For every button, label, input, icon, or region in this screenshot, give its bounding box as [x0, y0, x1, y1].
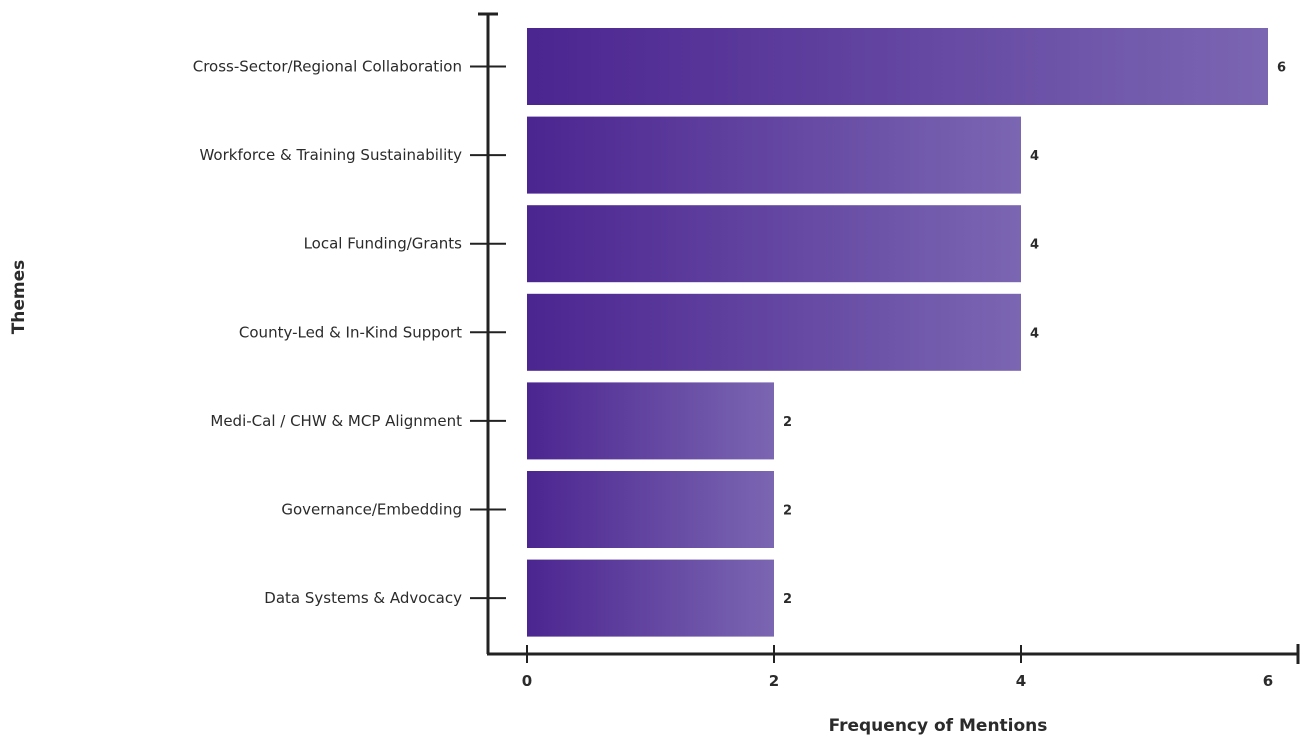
category-labels: Cross-Sector/Regional Collaboration Workf…: [193, 58, 506, 607]
x-tick-label: 6: [1263, 672, 1273, 690]
bar: [527, 205, 1021, 283]
category-label: Data Systems & Advocacy: [264, 589, 462, 607]
bar: [527, 471, 774, 548]
bar: [527, 293, 1021, 371]
x-tick-label: 0: [522, 672, 532, 690]
category-label: Medi-Cal / CHW & MCP Alignment: [210, 412, 462, 430]
bar: [527, 559, 774, 637]
y-axis-title: Themes: [9, 260, 29, 335]
bar-value-label: 4: [1030, 238, 1039, 253]
category-label: Workforce & Training Sustainability: [199, 146, 462, 164]
x-ticks: 0 2 4 6: [522, 645, 1273, 690]
bar-value-label: 2: [783, 592, 792, 607]
category-label: Cross-Sector/Regional Collaboration: [193, 58, 462, 76]
bar-value-label: 2: [783, 504, 792, 519]
x-tick-label: 2: [769, 672, 779, 690]
x-tick-label: 4: [1016, 672, 1026, 690]
bar-value-label: 2: [783, 415, 792, 430]
bar: [527, 28, 1268, 105]
bar: [527, 116, 1021, 194]
category-label: Local Funding/Grants: [304, 235, 463, 253]
bar-value-label: 4: [1030, 326, 1039, 341]
bars-layer: 6 4 4 4 2 2 2: [527, 28, 1286, 637]
bar: [527, 382, 774, 460]
bar-value-label: 6: [1277, 61, 1286, 76]
category-label: Governance/Embedding: [281, 501, 462, 519]
x-axis-title: Frequency of Mentions: [829, 716, 1048, 736]
bar-value-label: 4: [1030, 149, 1039, 164]
category-label: County-Led & In-Kind Support: [239, 323, 462, 341]
